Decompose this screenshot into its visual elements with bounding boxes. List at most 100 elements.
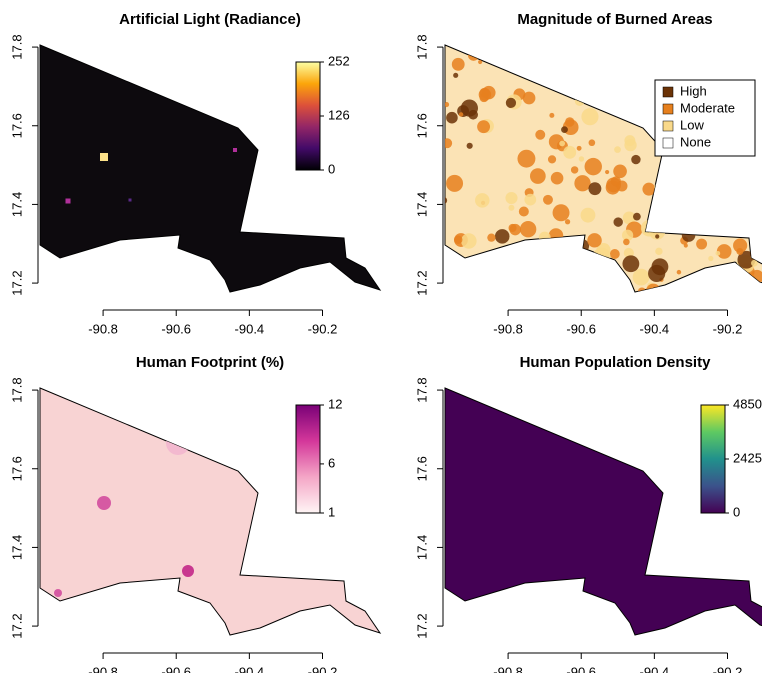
colorbar-label: 2425 — [733, 450, 762, 465]
burn-patch — [559, 140, 566, 147]
x-tick-label: -90.8 — [88, 664, 118, 673]
burn-patch — [505, 45, 517, 54]
light-spot — [65, 198, 71, 204]
burn-patch — [630, 72, 640, 82]
colorbar-label: 1 — [328, 504, 335, 519]
burn-patch — [584, 253, 602, 272]
legend-swatch — [662, 137, 674, 149]
colorbar — [295, 404, 321, 514]
burn-patch — [648, 264, 666, 283]
burn-patch — [678, 197, 683, 202]
burn-patch — [505, 191, 518, 205]
burn-patch — [622, 211, 636, 225]
burn-patch — [445, 196, 448, 204]
legend-label: Moderate — [680, 100, 735, 115]
burn-patch — [758, 182, 762, 195]
x-tick-label: -90.4 — [235, 321, 265, 336]
burn-patch — [687, 178, 695, 186]
footprint-spot — [182, 565, 194, 577]
burn-patch — [490, 48, 502, 60]
y-tick-label: 17.8 — [9, 377, 24, 402]
footprint-spot — [54, 589, 62, 597]
burn-patch — [501, 253, 511, 263]
burn-patch — [453, 72, 459, 78]
burn-patch — [552, 204, 570, 222]
burn-patch — [572, 45, 587, 53]
x-tick-label: -90.4 — [640, 664, 670, 673]
colorbar-label: 126 — [328, 107, 350, 122]
burn-patch — [631, 154, 641, 165]
region — [444, 387, 762, 636]
burn-patch — [758, 136, 762, 151]
colorbar — [700, 404, 726, 514]
legend-label: High — [680, 83, 707, 98]
x-tick-label: -90.2 — [713, 664, 743, 673]
burn-patch — [737, 284, 746, 292]
burn-patch — [715, 250, 721, 256]
burn-patch — [655, 219, 667, 231]
burn-patch — [587, 233, 602, 248]
burn-patch — [723, 47, 731, 55]
burn-patch — [524, 193, 537, 206]
burn-patch — [584, 65, 601, 82]
burn-patch — [714, 66, 726, 78]
y-tick-label: 17.2 — [414, 613, 429, 638]
legend-label: None — [680, 134, 711, 149]
burn-patch — [589, 260, 601, 273]
burn-patch — [623, 238, 630, 246]
burn-patch — [672, 183, 680, 191]
burn-patch — [549, 112, 555, 118]
legend-swatch — [662, 120, 674, 132]
burn-patch — [636, 91, 654, 109]
panel-title: Magnitude of Burned Areas — [517, 11, 712, 28]
burn-patch — [570, 166, 579, 174]
burn-patch — [565, 57, 579, 71]
burn-patch — [478, 59, 483, 65]
burn-patch — [477, 276, 484, 282]
burn-patch — [540, 287, 559, 292]
y-tick-label: 17.6 — [414, 113, 429, 138]
burn-patch — [592, 247, 611, 266]
x-tick-label: -90.8 — [88, 321, 118, 336]
burn-patch — [609, 248, 620, 259]
burn-patch — [446, 174, 464, 192]
burn-patch — [471, 270, 487, 286]
burn-patch — [518, 206, 529, 217]
burn-patch — [685, 167, 691, 172]
burn-patch — [713, 195, 730, 212]
panel-title: Human Footprint (%) — [136, 354, 284, 371]
burn-patch — [714, 186, 729, 202]
footprint-spot — [258, 473, 278, 493]
burn-patch — [573, 268, 589, 284]
burn-patch — [466, 295, 473, 302]
y-tick-label: 17.4 — [9, 535, 24, 560]
burn-patch — [683, 243, 688, 248]
colorbar-label: 252 — [328, 53, 350, 68]
burn-patch — [633, 212, 641, 221]
burn-patch — [750, 233, 759, 242]
burn-patch — [487, 233, 496, 242]
region-texture — [445, 45, 762, 302]
burn-patch — [451, 57, 465, 71]
colorbar-label: 6 — [328, 455, 335, 470]
burn-patch — [445, 102, 450, 108]
burn-patch — [521, 265, 529, 273]
burn-patch — [458, 112, 464, 117]
colorbar-label: 0 — [328, 161, 335, 176]
burn-patch — [718, 269, 734, 285]
burn-patch — [677, 287, 694, 292]
y-tick-label: 17.2 — [9, 613, 24, 638]
burn-patch — [613, 164, 627, 179]
burn-patch — [479, 93, 489, 103]
burn-patch — [477, 120, 491, 134]
burn-patch — [610, 176, 621, 187]
panel-title: Artificial Light (Radiance) — [119, 11, 301, 28]
burn-patch — [584, 157, 602, 176]
burn-patch — [497, 56, 506, 65]
burn-patch — [678, 214, 683, 220]
burn-patch — [568, 269, 575, 276]
burn-patch — [553, 262, 568, 277]
burn-patch — [445, 249, 452, 266]
burn-patch — [715, 211, 728, 224]
